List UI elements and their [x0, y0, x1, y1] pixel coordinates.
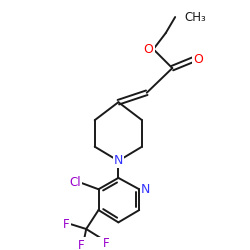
- Text: O: O: [144, 43, 154, 56]
- Text: N: N: [141, 183, 150, 196]
- Text: F: F: [103, 237, 110, 250]
- Text: Cl: Cl: [69, 176, 81, 189]
- Text: CH₃: CH₃: [184, 10, 206, 24]
- Text: F: F: [78, 238, 85, 250]
- Text: O: O: [193, 53, 203, 66]
- Text: N: N: [114, 154, 123, 167]
- Text: F: F: [63, 218, 70, 231]
